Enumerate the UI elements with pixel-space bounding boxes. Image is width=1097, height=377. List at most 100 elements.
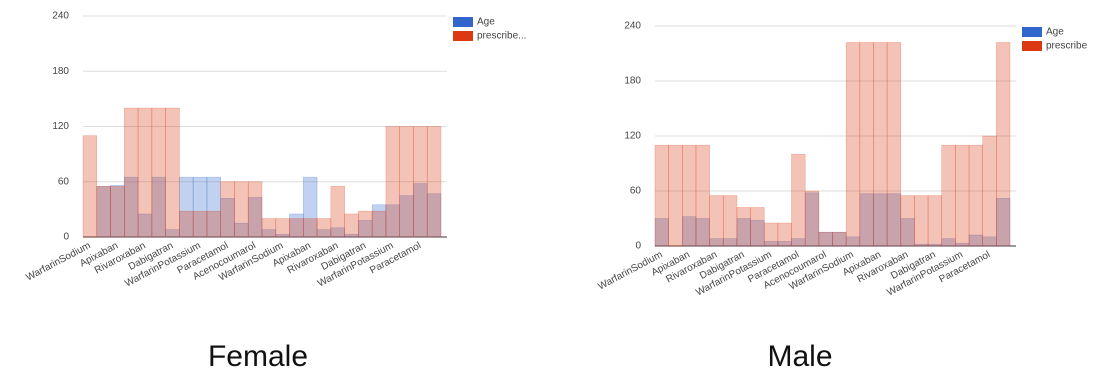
bar: [151, 176, 166, 238]
bar: [818, 231, 833, 247]
bar: [206, 176, 221, 238]
bar: [247, 181, 263, 238]
bar: [832, 231, 847, 247]
legend-label: prescribe: [1046, 41, 1088, 52]
bar: [886, 193, 902, 247]
bar: [900, 195, 915, 247]
bar: [873, 42, 888, 247]
legend-swatch: [1022, 27, 1042, 37]
bar: [206, 210, 221, 238]
bar: [750, 207, 765, 247]
bar: [234, 222, 249, 238]
bar: [763, 222, 779, 247]
bar: [804, 190, 820, 247]
bar: [927, 243, 943, 247]
bar: [736, 207, 751, 247]
bar: [316, 229, 332, 238]
bar: [192, 210, 208, 238]
y-tick-label: 0: [63, 232, 69, 243]
bar: [289, 213, 304, 238]
bar: [845, 236, 861, 247]
y-tick-label: 240: [52, 11, 69, 22]
bar: [955, 144, 970, 247]
bar: [654, 144, 669, 247]
bar: [220, 198, 235, 238]
bar: [982, 135, 997, 247]
bar: [750, 220, 765, 247]
chart-caption: Female: [208, 340, 308, 373]
legend-swatch: [453, 31, 473, 41]
bar: [914, 195, 929, 247]
bar: [804, 192, 820, 247]
bar: [709, 195, 724, 247]
bar: [722, 238, 738, 247]
bar: [996, 42, 1011, 247]
bar: [941, 238, 956, 247]
bar: [234, 181, 249, 238]
bar: [385, 126, 400, 238]
bar: [832, 231, 847, 247]
bar: [791, 238, 806, 247]
bar: [845, 42, 861, 247]
bar: [96, 186, 111, 238]
bar: [927, 195, 943, 247]
bar: [982, 236, 997, 247]
bar: [344, 213, 359, 238]
bar: [344, 233, 359, 238]
legend-label: Age: [477, 17, 495, 28]
bar: [695, 144, 710, 247]
bar: [900, 218, 915, 247]
bar: [124, 176, 139, 238]
bar: [289, 218, 304, 238]
y-tick-label: 60: [630, 186, 642, 197]
bar: [413, 183, 428, 238]
bar: [151, 107, 166, 238]
bar: [247, 197, 263, 238]
bar: [682, 144, 697, 247]
y-tick-label: 0: [635, 241, 641, 252]
bar: [709, 238, 724, 247]
bar: [968, 144, 983, 247]
bar: [399, 126, 414, 238]
bar: [330, 186, 345, 238]
bar: [220, 181, 235, 238]
bar: [371, 204, 387, 238]
bar: [818, 231, 833, 247]
bar: [426, 193, 442, 238]
bar: [137, 213, 153, 238]
bar: [165, 107, 180, 238]
bar: [371, 210, 387, 238]
y-tick-label: 120: [624, 131, 641, 142]
y-tick-label: 240: [624, 21, 641, 32]
bar: [110, 185, 125, 238]
bar: [110, 186, 125, 238]
bar: [261, 218, 277, 238]
bar: [859, 42, 874, 247]
bar: [668, 144, 683, 247]
legend-swatch: [453, 17, 473, 27]
bar: [955, 242, 970, 247]
bar: [777, 241, 792, 247]
bar: [192, 176, 208, 238]
bar: [695, 218, 710, 247]
bar: [736, 218, 751, 247]
y-tick-label: 60: [58, 176, 70, 187]
legend-label: Age: [1046, 27, 1064, 38]
bar: [722, 195, 738, 247]
bar: [275, 218, 290, 238]
legend-swatch: [1022, 41, 1042, 51]
bar: [873, 193, 888, 247]
bar: [96, 186, 111, 238]
bar: [413, 126, 428, 238]
bar: [165, 229, 180, 238]
bar: [82, 135, 98, 238]
bar: [886, 42, 902, 247]
bar: [330, 227, 345, 238]
bar: [179, 210, 194, 238]
bar: [941, 144, 956, 247]
bar: [137, 107, 153, 238]
bar: [426, 126, 442, 238]
y-tick-label: 180: [52, 66, 69, 77]
